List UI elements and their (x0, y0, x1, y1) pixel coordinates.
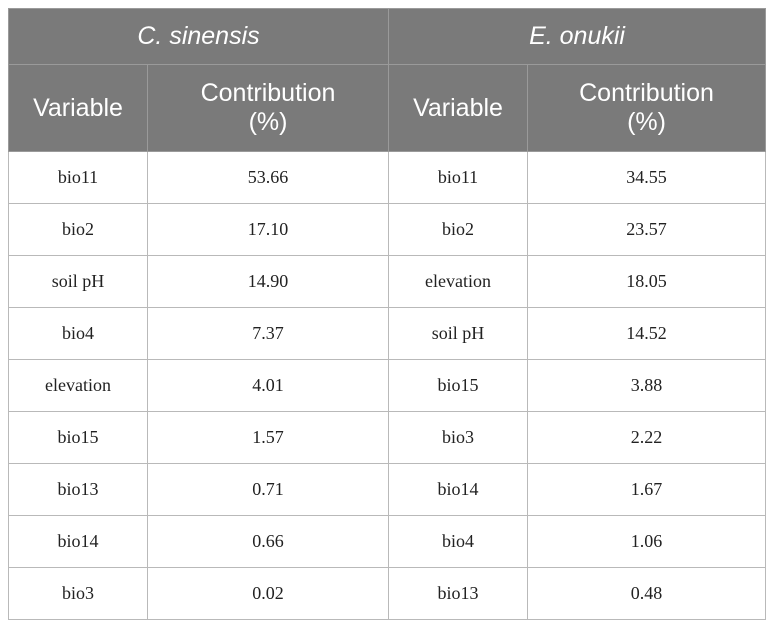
c-sinensis-variable-cell: bio2 (8, 203, 148, 256)
e-onukii-variable-cell: bio11 (388, 151, 529, 204)
e-onukii-variable-cell: bio3 (388, 411, 529, 464)
column-header-contribution-line2: (%) (248, 108, 288, 136)
e-onukii-contribution-cell: 1.06 (527, 515, 767, 568)
e-onukii-contribution-cell: 3.88 (527, 359, 767, 412)
column-header-contribution-line2: (%) (627, 108, 666, 136)
table-row: elevation 4.01 bio15 3.88 (8, 359, 767, 412)
variable-contribution-table: C. sinensis E. onukii Variable Contribut… (7, 8, 767, 620)
column-header-contribution-line1: Contribution (579, 79, 714, 107)
e-onukii-contribution-cell: 1.67 (527, 463, 767, 516)
e-onukii-variable-cell: soil pH (388, 307, 529, 360)
e-onukii-variable-cell: bio14 (388, 463, 529, 516)
table-body: bio11 53.66 bio11 34.55 bio2 17.10 bio2 23.57 so… (8, 151, 767, 620)
e-onukii-variable-cell: elevation (388, 255, 529, 308)
table-row: bio15 1.57 bio3 2.22 (8, 411, 767, 464)
c-sinensis-contribution-cell: 4.01 (146, 359, 390, 412)
e-onukii-contribution-cell: 2.22 (527, 411, 767, 464)
species-header-row: C. sinensis E. onukii (7, 8, 767, 65)
column-header-variable: Variable (8, 64, 148, 152)
column-header-contribution-line1: Contribution (200, 79, 336, 107)
c-sinensis-variable-cell: soil pH (8, 255, 148, 308)
table-row: bio2 17.10 bio2 23.57 (8, 203, 767, 256)
e-onukii-contribution-cell: 0.48 (527, 567, 767, 620)
c-sinensis-variable-cell: bio13 (8, 463, 148, 516)
e-onukii-variable-cell: bio15 (388, 359, 529, 412)
e-onukii-contribution-cell: 14.52 (527, 307, 767, 360)
e-onukii-variable-cell: bio13 (388, 567, 529, 620)
column-header-contribution: Contribution (%) (146, 64, 390, 152)
c-sinensis-contribution-cell: 0.71 (146, 463, 390, 516)
table-row: bio14 0.66 bio4 1.06 (8, 515, 767, 568)
table-row: bio13 0.71 bio14 1.67 (8, 463, 767, 516)
e-onukii-contribution-cell: 34.55 (527, 151, 767, 204)
c-sinensis-contribution-cell: 7.37 (146, 307, 390, 360)
table-row: bio3 0.02 bio13 0.48 (8, 567, 767, 620)
species-header-c-sinensis: C. sinensis (7, 8, 390, 65)
c-sinensis-contribution-cell: 14.90 (146, 255, 390, 308)
c-sinensis-variable-cell: bio3 (8, 567, 148, 620)
table-header: C. sinensis E. onukii Variable Contribut… (7, 8, 767, 152)
c-sinensis-variable-cell: bio11 (8, 151, 148, 204)
species-header-e-onukii: E. onukii (388, 8, 767, 65)
e-onukii-contribution-cell: 18.05 (527, 255, 767, 308)
c-sinensis-variable-cell: bio15 (8, 411, 148, 464)
c-sinensis-variable-cell: elevation (8, 359, 148, 412)
e-onukii-variable-cell: bio4 (388, 515, 529, 568)
column-header-variable: Variable (388, 64, 529, 152)
table-row: bio4 7.37 soil pH 14.52 (8, 307, 767, 360)
c-sinensis-contribution-cell: 0.02 (146, 567, 390, 620)
c-sinensis-contribution-cell: 17.10 (146, 203, 390, 256)
column-header-contribution: Contribution (%) (527, 64, 767, 152)
e-onukii-variable-cell: bio2 (388, 203, 529, 256)
c-sinensis-contribution-cell: 0.66 (146, 515, 390, 568)
c-sinensis-contribution-cell: 1.57 (146, 411, 390, 464)
table-row: soil pH 14.90 elevation 18.05 (8, 255, 767, 308)
c-sinensis-contribution-cell: 53.66 (146, 151, 390, 204)
table-row: bio11 53.66 bio11 34.55 (8, 151, 767, 204)
c-sinensis-variable-cell: bio14 (8, 515, 148, 568)
c-sinensis-variable-cell: bio4 (8, 307, 148, 360)
e-onukii-contribution-cell: 23.57 (527, 203, 767, 256)
column-header-row: Variable Contribution (%) Variable Contr… (8, 64, 767, 152)
